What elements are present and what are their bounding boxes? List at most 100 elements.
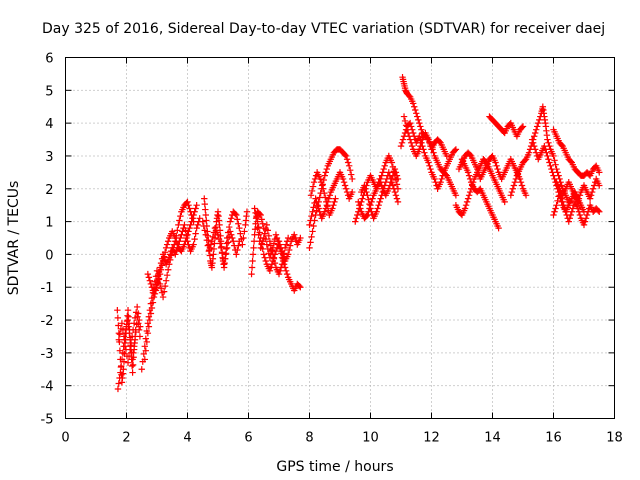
plot-frame	[65, 57, 615, 419]
data-point	[144, 270, 152, 278]
y-tick-label: 3	[45, 150, 53, 165]
data-point	[251, 205, 258, 212]
data-point	[576, 211, 584, 219]
data-point	[119, 349, 127, 357]
data-point	[184, 231, 191, 238]
data-point	[339, 175, 347, 183]
data-point	[341, 151, 349, 159]
data-point	[177, 234, 184, 242]
data-point	[387, 175, 395, 183]
data-point	[356, 201, 363, 209]
data-point	[310, 222, 317, 230]
data-point	[256, 210, 263, 218]
data-point	[321, 189, 328, 197]
data-point	[575, 195, 583, 202]
data-point	[185, 201, 192, 209]
data-point	[518, 182, 526, 189]
data-point	[548, 165, 555, 173]
data-point	[156, 264, 164, 271]
data-point	[377, 195, 384, 202]
data-point	[265, 232, 273, 240]
data-point	[129, 326, 137, 334]
data-point	[145, 274, 153, 281]
data-point	[234, 246, 241, 254]
data-point	[426, 162, 433, 169]
data-point	[452, 192, 460, 199]
data-point	[532, 129, 539, 137]
data-point	[431, 175, 438, 183]
data-point	[325, 195, 333, 202]
data-point	[466, 175, 474, 183]
data-point	[391, 165, 399, 173]
data-point	[279, 255, 287, 262]
data-point	[272, 247, 280, 255]
data-point	[134, 310, 142, 317]
data-point	[228, 231, 235, 238]
chart-title: Day 325 of 2016, Sidereal Day-to-day VTE…	[42, 21, 605, 37]
data-point	[124, 316, 131, 324]
data-point	[240, 234, 247, 242]
data-point	[120, 333, 128, 340]
data-point	[418, 139, 425, 147]
data-point	[206, 244, 214, 252]
x-tick-label: 14	[484, 431, 501, 446]
data-point	[117, 369, 124, 376]
data-point	[207, 241, 215, 248]
data-point	[565, 218, 572, 225]
data-point	[342, 185, 350, 192]
data-point	[463, 198, 471, 206]
data-point	[222, 250, 230, 257]
data-point	[550, 211, 557, 219]
data-point	[367, 205, 374, 212]
data-point	[115, 329, 123, 337]
data-point	[149, 299, 157, 306]
data-point	[200, 222, 207, 230]
data-point	[398, 139, 406, 147]
data-point	[131, 343, 138, 350]
data-point	[406, 119, 414, 127]
data-point	[451, 147, 459, 154]
data-point	[393, 181, 401, 188]
data-point	[147, 280, 155, 288]
data-point	[545, 139, 552, 147]
data-point	[464, 195, 472, 202]
data-point	[179, 228, 186, 235]
data-point	[129, 361, 137, 369]
data-point	[125, 323, 132, 330]
data-point	[267, 242, 275, 249]
data-point	[567, 158, 574, 165]
data-point	[269, 251, 277, 258]
data-point	[248, 264, 256, 271]
data-point	[166, 254, 173, 261]
data-point	[323, 198, 330, 206]
data-point	[173, 247, 180, 255]
data-point	[189, 215, 196, 222]
data-point	[425, 136, 432, 143]
data-point	[380, 185, 387, 192]
data-point	[414, 113, 421, 120]
data-point	[349, 175, 356, 183]
data-point	[209, 233, 217, 241]
data-point	[596, 169, 603, 176]
data-point	[225, 223, 233, 231]
data-point	[118, 362, 125, 370]
data-point	[411, 103, 418, 110]
data-point	[323, 165, 330, 173]
data-point	[163, 271, 171, 279]
data-point	[587, 192, 595, 199]
data-point	[115, 380, 122, 387]
data-point	[187, 221, 194, 229]
data-point	[144, 329, 152, 337]
data-point	[229, 234, 236, 242]
data-point	[551, 175, 558, 183]
data-point	[326, 192, 334, 199]
data-point	[234, 216, 241, 223]
data-point	[308, 233, 315, 241]
data-point	[255, 231, 262, 238]
data-point	[535, 119, 542, 127]
data-point	[558, 141, 565, 149]
data-point	[551, 157, 558, 164]
data-point	[511, 179, 519, 186]
data-point	[406, 136, 414, 143]
data-point	[310, 179, 318, 186]
